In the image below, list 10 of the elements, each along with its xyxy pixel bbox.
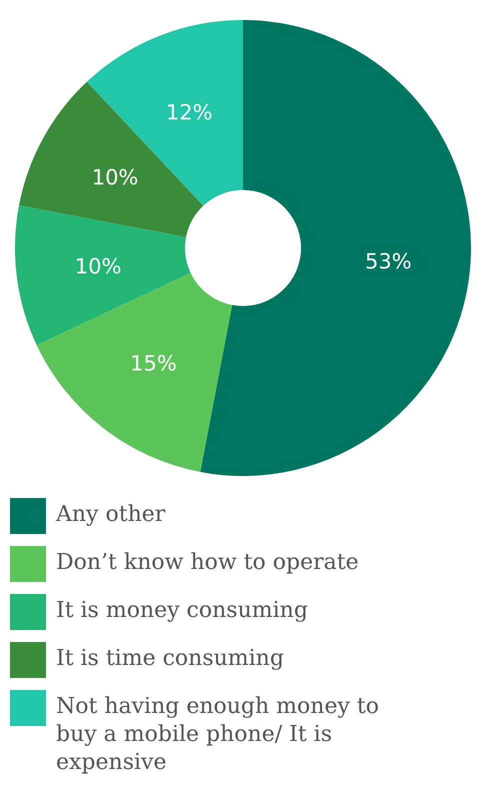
data-label: 12% xyxy=(166,100,213,124)
data-label: 10% xyxy=(92,166,138,190)
legend-label: It is time consuming xyxy=(56,645,284,673)
legend-label: It is money consuming xyxy=(56,597,308,625)
data-label: 53% xyxy=(365,250,412,274)
data-label: 15% xyxy=(130,351,177,376)
legend-label: Don’t know how to operate xyxy=(56,549,359,577)
legend-label: Any other xyxy=(56,501,166,529)
data-label: 10% xyxy=(74,254,122,278)
legend-label: Not having enough money to buy a mobile phone/ It is expensive xyxy=(56,693,380,777)
